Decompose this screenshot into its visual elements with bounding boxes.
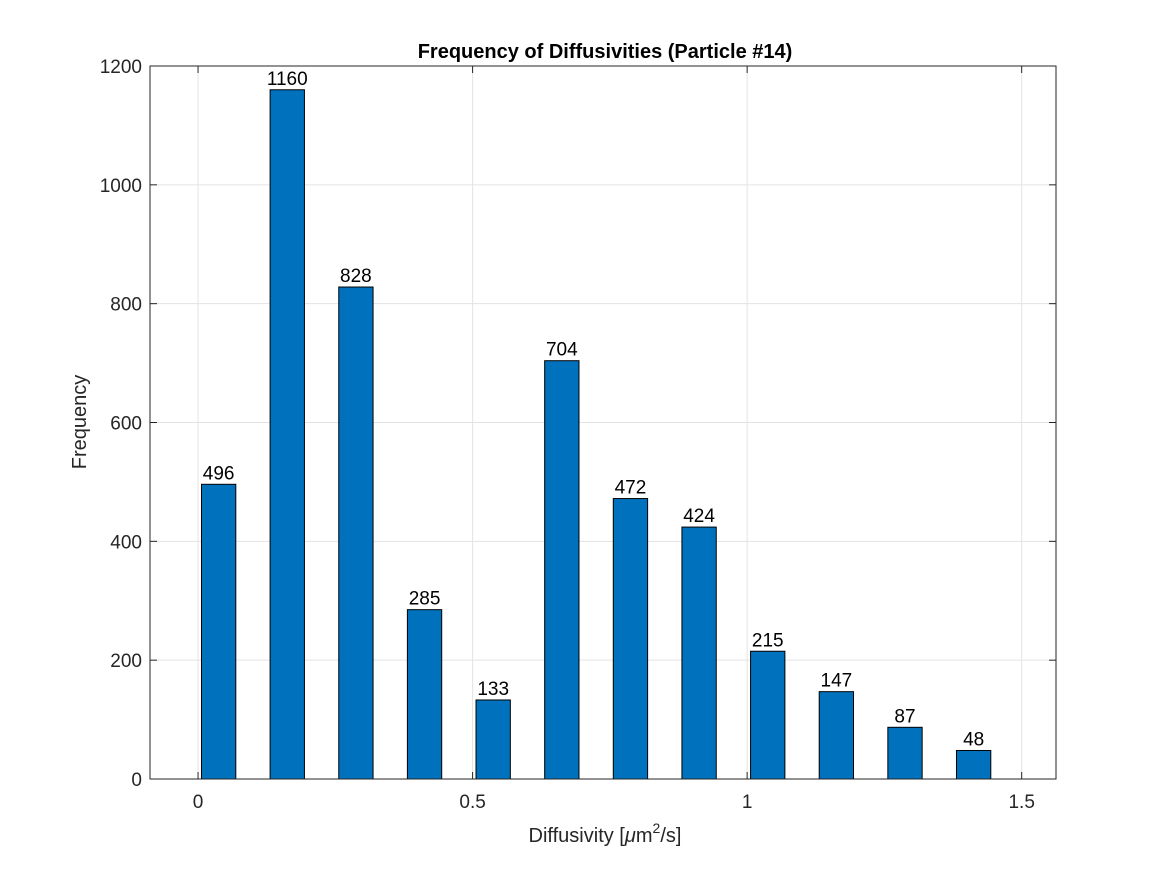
y-tick-label: 800: [110, 295, 142, 316]
bar: [406, 609, 443, 780]
bar: [681, 526, 717, 780]
y-axis-label: Frequency: [69, 375, 91, 470]
axis-ticks: 0 0.5 1 1.5 0 200 400 600 800 1000 1200: [100, 57, 1056, 813]
chart-title: Frequency of Diffusivities (Particle #14…: [418, 41, 793, 63]
y-tick-label: 0: [131, 770, 142, 791]
bar-value-label: 87: [894, 706, 915, 727]
bar: [955, 749, 992, 780]
x-axis-label-superscript: 2: [653, 820, 661, 836]
y-tick-label: 400: [110, 532, 142, 553]
y-tick-label: 1200: [100, 57, 142, 78]
x-tick-label: 1.5: [1008, 792, 1034, 813]
bar: [818, 691, 855, 780]
bar-value-label: 215: [752, 630, 784, 651]
bar-value-label: 147: [821, 671, 853, 692]
bar: [544, 360, 580, 780]
bars: [200, 89, 992, 780]
y-tick-label: 1000: [100, 176, 142, 197]
bar-value-label: 424: [683, 506, 715, 527]
bar-value-label: 496: [203, 463, 235, 484]
x-axis-label-mu: μ: [624, 825, 636, 847]
x-tick-label: 0.5: [459, 792, 485, 813]
bar-value-label: 1160: [267, 69, 308, 90]
bar: [200, 483, 237, 780]
bar: [750, 650, 786, 780]
y-tick-label: 200: [110, 651, 142, 672]
bar-value-label: 704: [546, 340, 578, 361]
bar: [475, 699, 511, 780]
x-axis-label-unit: m: [636, 825, 653, 847]
x-axis-label-suffix: /s]: [660, 825, 681, 847]
x-axis-label-prefix: Diffusivity [: [529, 825, 626, 847]
y-tick-label: 600: [110, 414, 142, 435]
bar: [612, 498, 649, 780]
bar-value-label: 133: [477, 679, 509, 700]
bar: [887, 726, 923, 780]
data-labels: 496 1160 828 285 133 704 472 424 215 147 87 48: [203, 69, 984, 751]
x-axis-label: Diffusivity [μm2/s]: [529, 820, 682, 847]
bar-value-label: 285: [409, 589, 441, 610]
bar: [269, 89, 305, 780]
bar-value-label: 472: [615, 478, 647, 499]
x-tick-label: 1: [742, 792, 753, 813]
bar-value-label: 48: [963, 729, 984, 750]
x-tick-label: 0: [193, 792, 204, 813]
bar: [338, 286, 374, 780]
bar-value-label: 828: [340, 266, 372, 287]
